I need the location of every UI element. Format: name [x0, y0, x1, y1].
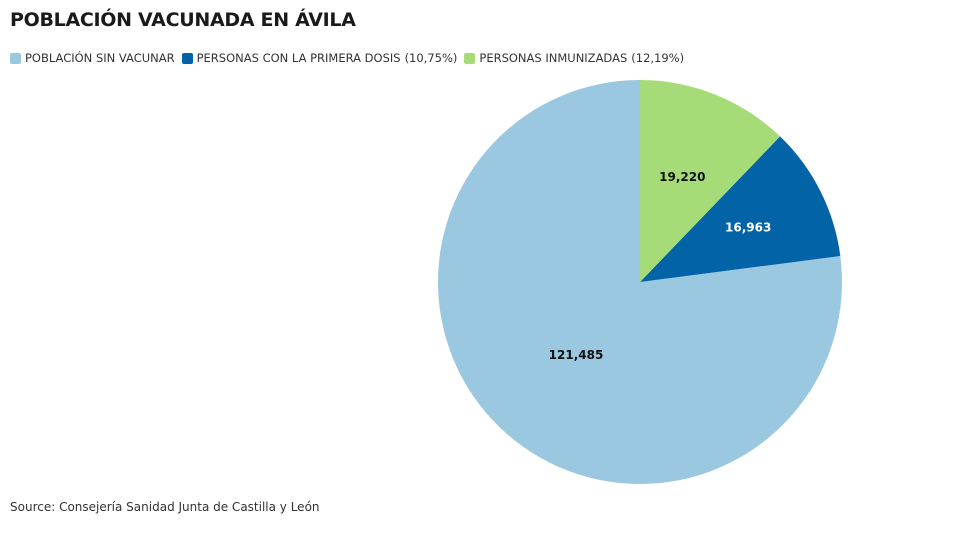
slice-label-inmunizadas: 19,220: [659, 170, 705, 184]
legend-item-primera-dosis[interactable]: PERSONAS CON LA PRIMERA DOSIS (10,75%): [181, 51, 458, 65]
legend-item-inmunizadas[interactable]: PERSONAS INMUNIZADAS (12,19%): [464, 51, 684, 65]
legend-label-inmunizadas: PERSONAS INMUNIZADAS: [479, 51, 628, 65]
legend-swatch-sin-vacunar: [10, 52, 21, 64]
slice-label-primera-dosis: 16,963: [725, 220, 771, 234]
legend-label-sin-vacunar: POBLACIÓN SIN VACUNAR: [25, 51, 175, 65]
source-note: Source: Consejería Sanidad Junta de Cast…: [10, 500, 320, 514]
legend-pct-primera-dosis: (10,75%): [404, 51, 458, 65]
pie-slice-sin-vacunar[interactable]: [437, 80, 842, 484]
legend-swatch-inmunizadas: [464, 52, 476, 64]
legend-label-primera-dosis: PERSONAS CON LA PRIMERA DOSIS: [196, 51, 401, 65]
legend-pct-inmunizadas: (12,19%): [631, 51, 685, 65]
chart-title: POBLACIÓN VACUNADA EN ÁVILA: [10, 9, 356, 31]
pie-slice-primera-dosis[interactable]: [640, 136, 841, 282]
legend-swatch-primera-dosis: [181, 52, 193, 64]
chart-legend: POBLACIÓN SIN VACUNAR PERSONAS CON LA PR…: [10, 51, 691, 65]
pie-slice-inmunizadas[interactable]: [640, 80, 781, 282]
slice-label-sin-vacunar: 121,485: [549, 348, 604, 362]
legend-item-sin-vacunar[interactable]: POBLACIÓN SIN VACUNAR: [10, 51, 175, 65]
